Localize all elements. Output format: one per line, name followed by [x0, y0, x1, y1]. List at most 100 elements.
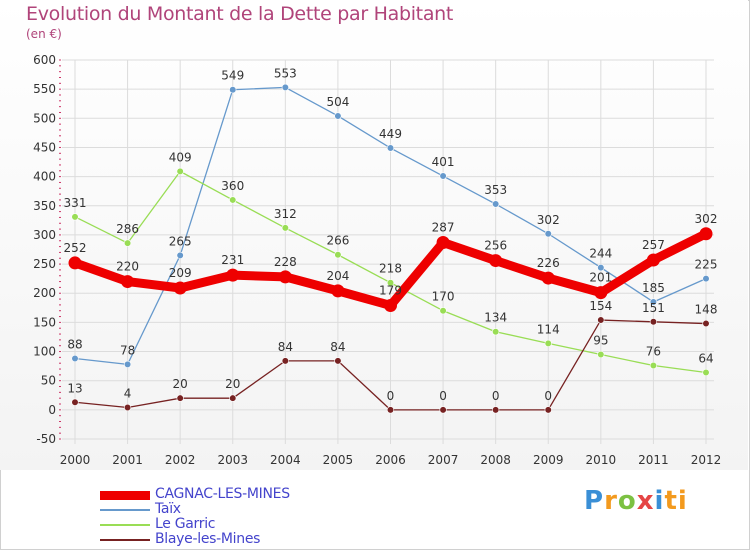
y-tick-label: 300: [33, 228, 56, 242]
data-point: [699, 227, 713, 241]
data-point: [68, 256, 82, 270]
data-point: [281, 357, 289, 365]
data-label: 0: [492, 389, 500, 403]
data-label: 220: [116, 260, 139, 274]
data-point: [439, 172, 447, 180]
data-point: [386, 279, 395, 287]
y-tick-label: 200: [33, 286, 56, 300]
data-label: 553: [274, 66, 297, 80]
data-point: [386, 406, 395, 414]
x-tick-label: 2010: [586, 453, 617, 467]
data-label: 228: [274, 255, 297, 269]
data-label: 504: [326, 95, 349, 109]
x-tick-label: 2004: [270, 453, 301, 467]
legend-label: Le Garric: [155, 516, 216, 532]
data-point: [334, 112, 342, 120]
data-label: 401: [432, 155, 455, 169]
data-point: [334, 251, 342, 259]
y-tick-label: -50: [36, 432, 56, 446]
data-label: 226: [537, 256, 560, 270]
data-label: 134: [484, 311, 507, 325]
data-label: 0: [387, 389, 395, 403]
data-point: [176, 167, 184, 175]
data-point: [334, 357, 342, 365]
x-tick-label: 2009: [533, 453, 564, 467]
data-label: 409: [169, 150, 192, 164]
x-tick-label: 2012: [691, 453, 722, 467]
data-point: [492, 406, 500, 414]
data-point: [123, 360, 132, 368]
y-tick-label: 50: [41, 374, 56, 388]
logo-letter: P: [584, 486, 605, 516]
data-label: 4: [124, 387, 132, 401]
x-tick-label: 2003: [217, 453, 248, 467]
data-label: 0: [439, 389, 447, 403]
legend-swatch: [100, 524, 150, 526]
data-label: 170: [432, 290, 455, 304]
logo-letter: ti: [664, 486, 688, 516]
data-point: [649, 298, 658, 306]
data-label: 360: [221, 179, 244, 193]
legend-swatch: [100, 539, 150, 541]
data-point: [121, 275, 135, 289]
y-tick-label: 500: [33, 111, 56, 125]
data-point: [439, 406, 447, 414]
data-point: [597, 316, 605, 324]
logo-letter: r: [604, 486, 618, 516]
data-point: [702, 368, 710, 377]
y-tick-label: 0: [48, 403, 56, 417]
data-label: 252: [64, 241, 87, 255]
data-point: [173, 281, 187, 295]
data-point: [646, 253, 660, 267]
data-label: 218: [379, 262, 402, 276]
legend-label: Taïx: [155, 501, 181, 517]
proxiti-logo: Proxiti: [584, 486, 688, 516]
legend-swatch: [100, 490, 150, 500]
data-label: 302: [695, 212, 718, 226]
data-label: 231: [221, 253, 244, 267]
y-tick-label: 600: [33, 53, 56, 67]
data-point: [597, 263, 605, 272]
y-tick-label: 100: [33, 345, 56, 359]
chart-subtitle: (en €): [26, 27, 62, 41]
data-point: [489, 254, 503, 268]
data-label: 256: [484, 239, 507, 253]
data-label: 225: [695, 258, 718, 272]
data-label: 179: [379, 283, 402, 297]
data-point: [702, 275, 710, 283]
data-point: [544, 230, 552, 238]
data-point: [702, 319, 710, 328]
data-point: [384, 298, 397, 312]
data-label: 114: [537, 322, 560, 336]
data-point: [176, 394, 184, 402]
data-point: [71, 398, 79, 406]
data-label: 331: [64, 196, 87, 210]
data-label: 302: [537, 213, 560, 227]
data-label: 13: [67, 381, 82, 395]
y-tick-label: 450: [33, 140, 56, 154]
data-label: 244: [589, 247, 612, 261]
data-point: [229, 86, 237, 94]
data-label: 265: [169, 234, 192, 248]
data-label: 209: [169, 266, 192, 280]
data-label: 286: [116, 222, 139, 236]
data-label: 76: [646, 345, 661, 359]
y-tick-label: 150: [33, 315, 56, 329]
data-label: 312: [274, 207, 297, 221]
data-point: [492, 328, 500, 336]
legend-label: CAGNAC-LES-MINES: [155, 486, 290, 502]
data-point: [544, 406, 552, 414]
x-tick-label: 2000: [60, 453, 91, 467]
x-tick-label: 2001: [112, 453, 143, 467]
data-label: 449: [379, 127, 402, 141]
data-point: [71, 354, 79, 363]
data-point: [229, 196, 237, 204]
data-point: [71, 213, 79, 221]
data-label: 185: [642, 281, 665, 295]
y-tick-label: 250: [33, 257, 56, 271]
data-label: 84: [330, 340, 345, 354]
data-point: [226, 268, 240, 282]
data-label: 353: [484, 183, 507, 197]
data-label: 64: [698, 352, 713, 366]
data-point: [331, 284, 345, 298]
